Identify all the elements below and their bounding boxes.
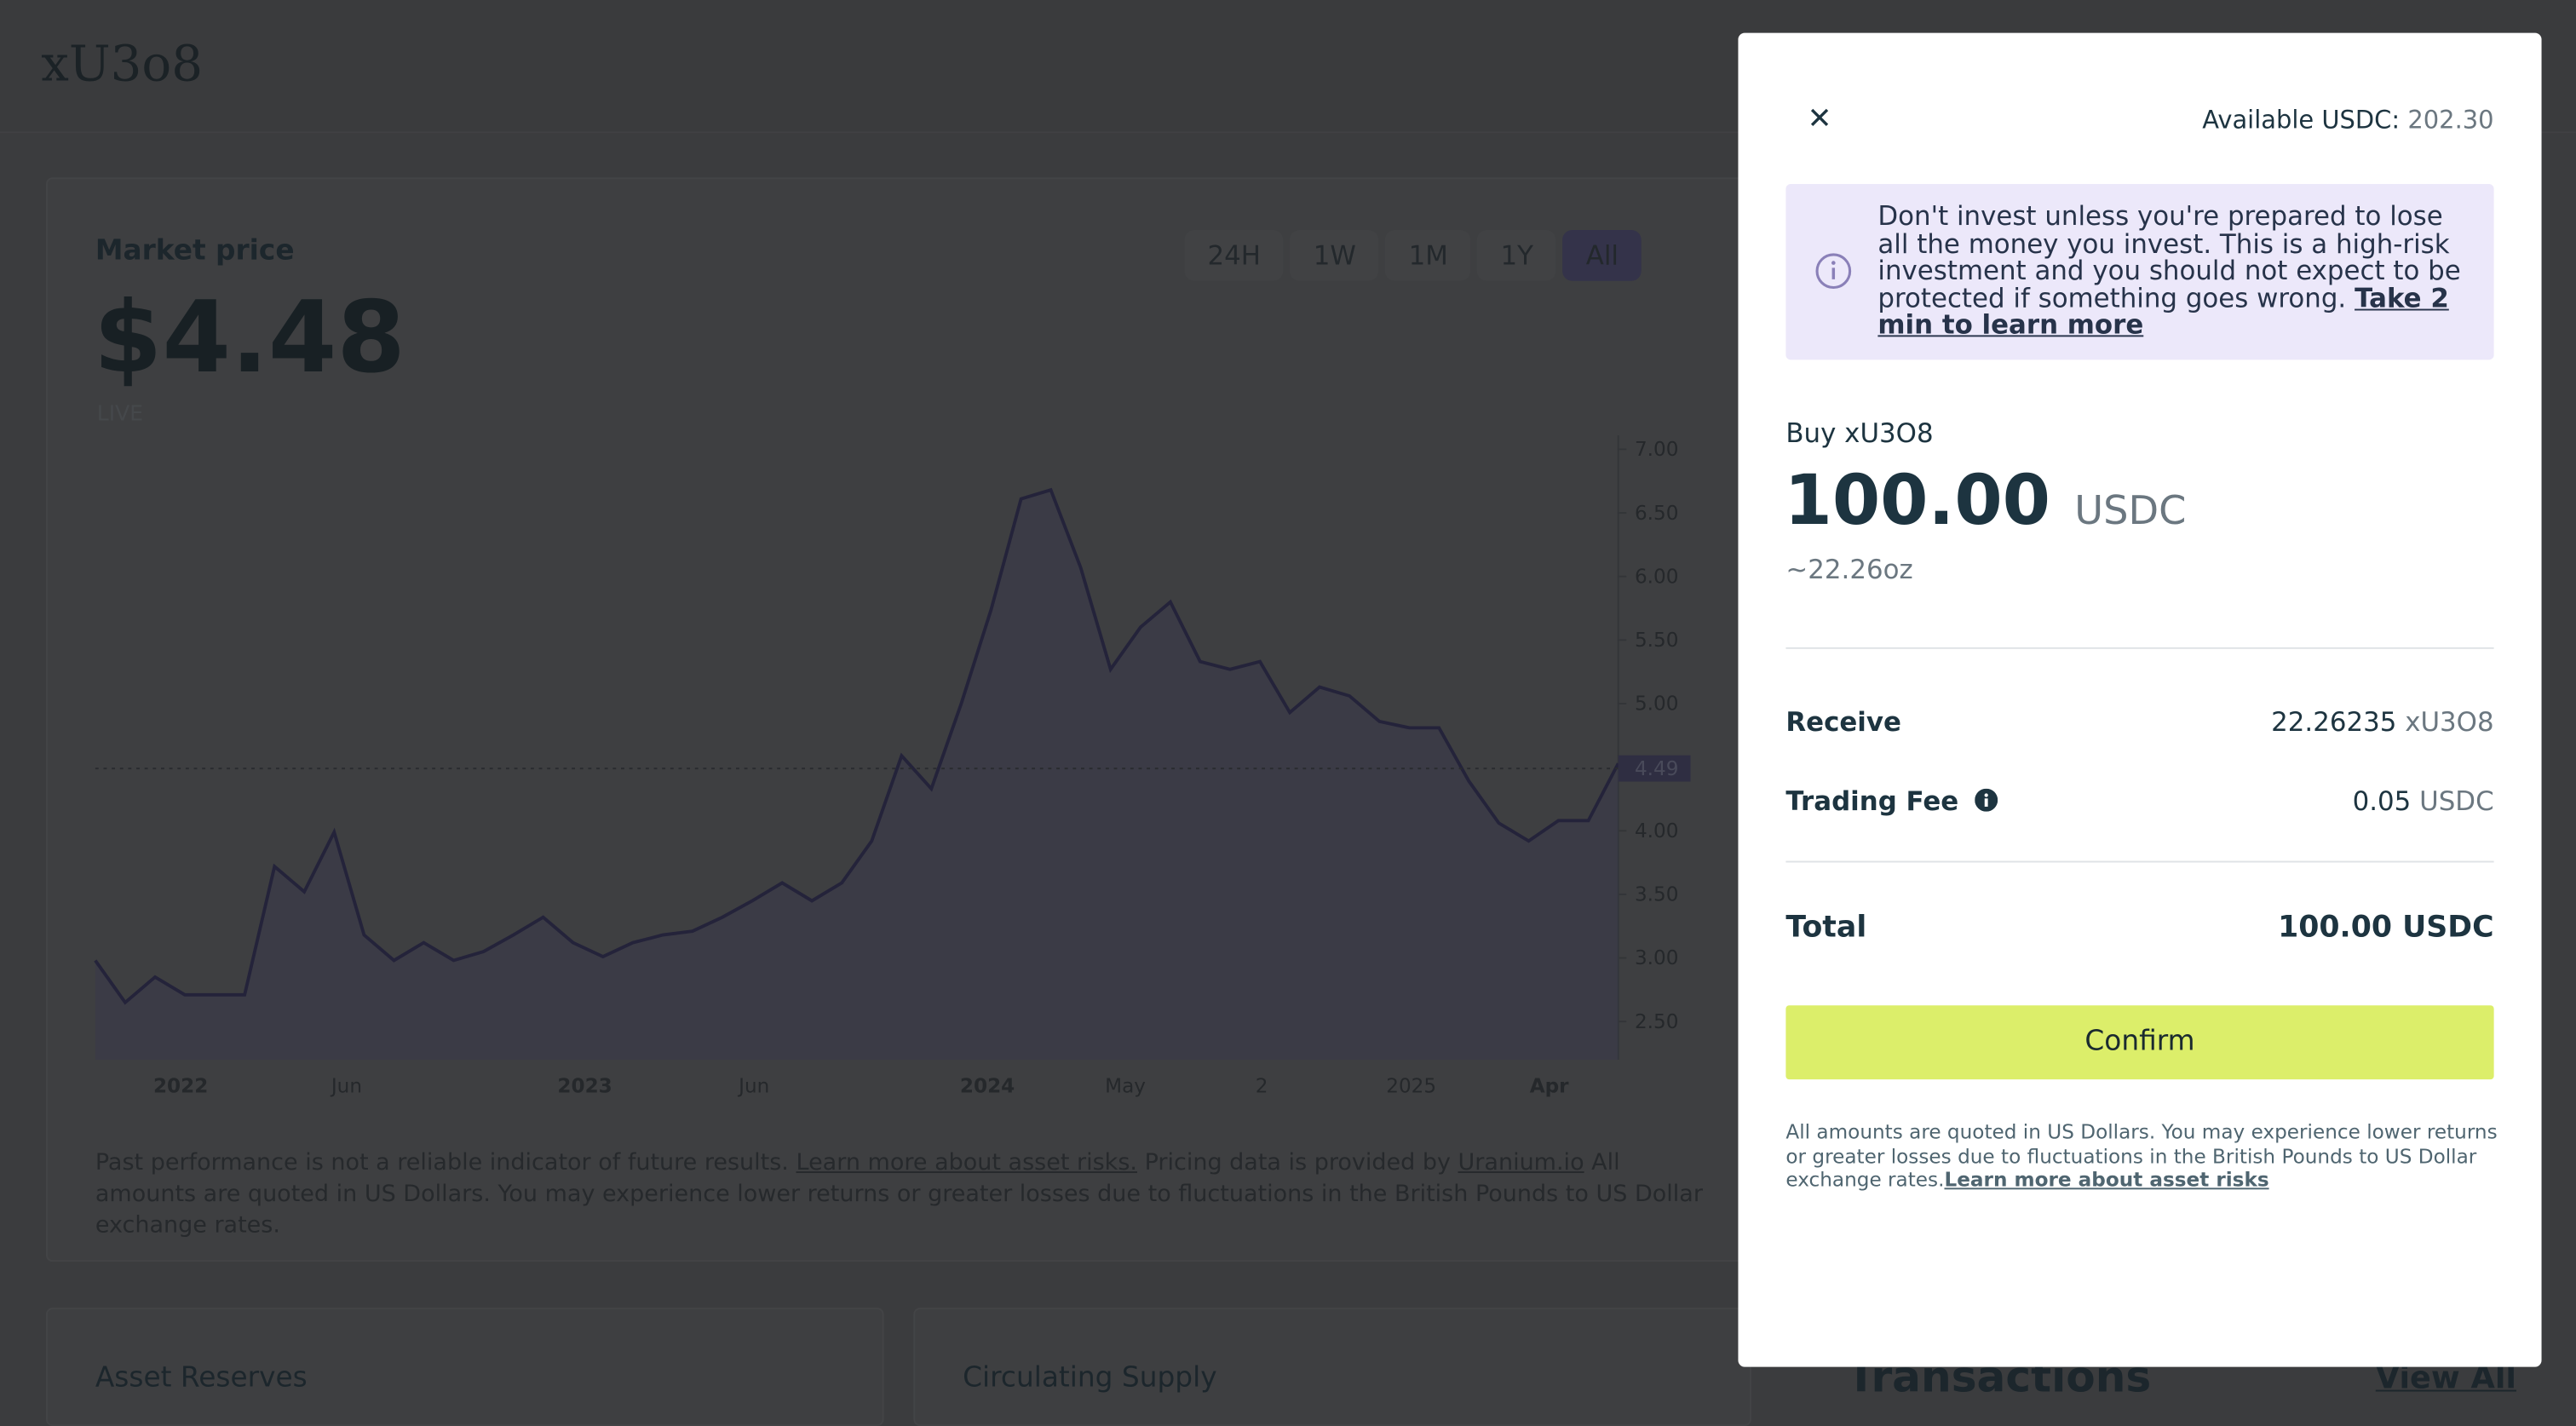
link[interactable]: Uranium.io [1458,1150,1584,1176]
card-title: Circulating Supply [963,1361,1217,1395]
y-tick-label: 4.00 [1635,820,1679,842]
card-title: Asset Reserves [95,1361,308,1395]
x-tick-label: Jun [737,1076,769,1098]
range-tab[interactable]: All [1562,230,1642,281]
range-tab[interactable]: 1M [1385,230,1471,281]
y-tick-label: 7.00 [1635,439,1679,461]
available: Available USDC: 202.30 [2202,105,2493,135]
divider [1785,860,2494,863]
y-tick-label: 5.50 [1635,630,1679,652]
unit: USDC [2074,487,2187,534]
x-tick-label: Jun [330,1076,362,1098]
unit: USDC [2419,785,2494,817]
current-price-label: 4.49 [1635,758,1679,780]
buy-label: Buy xU3O8 [1785,417,1934,449]
reserves-card: Asset Reserves [46,1308,884,1426]
receive-row: Receive 22.26235 xU3O8 [1785,706,2493,738]
area [95,490,1619,1060]
y-tick-label: 3.50 [1635,884,1679,906]
x-tick-label: Apr [1530,1076,1569,1098]
y-tick-label: 2.50 [1635,1011,1679,1033]
label: Available USDC: [2202,105,2401,135]
value: 100.00 [1784,460,2051,541]
text: Don't invest unless you're prepared to l… [1877,200,2461,313]
x-tick-label: 2022 [153,1076,208,1098]
warning-text: Don't invest unless you're prepared to l… [1877,203,2477,341]
label: Total [1785,910,1867,945]
amount: 100.00 USDC [1784,460,2186,541]
x-tick-label: 2025 [1386,1076,1436,1098]
supply-card: Circulating Supply [913,1308,1751,1426]
confirm-button[interactable]: Confirm [1785,1005,2494,1080]
label: Trading Fee [1785,785,1959,817]
value: 22.26235 xU3O8 [2271,706,2493,738]
x-tick-label: 2 [1256,1076,1268,1098]
info-icon [1815,253,1852,290]
range-tab[interactable]: 24H [1184,230,1284,281]
ounces: ~22.26oz [1785,553,1913,585]
link[interactable]: Learn more about asset risks [1944,1168,2269,1192]
x-tick-label: May [1105,1076,1146,1098]
text: Pricing data is provided by [1144,1150,1451,1176]
footer-note: All amounts are quoted in US Dollars. Yo… [1785,1120,2500,1192]
market-card: Market price $4.48 LIVE 24H 1W 1M 1Y All Pas… [46,177,1758,1262]
label: Receive [1785,706,1901,738]
y-tick-label: 6.50 [1635,503,1679,525]
range-tab[interactable]: 1W [1290,230,1379,281]
price-line [94,487,1620,1005]
text: All amounts are quoted in US Dollars. Yo… [1785,1120,2498,1192]
buy-modal: ✕ Available USDC: 202.30 Don't invest un… [1738,32,2542,1367]
divider [1785,647,2494,649]
y-tick-label: 5.00 [1635,693,1679,716]
y-tick-label: 3.00 [1635,947,1679,969]
range-tabs: 24H 1W 1M 1Y All [1184,230,1648,281]
link[interactable]: Learn more about asset risks. [796,1150,1137,1176]
x-tick-label: 2024 [960,1076,1015,1098]
close-button[interactable]: ✕ [1807,101,1832,137]
info-icon[interactable] [1975,788,1998,812]
price: $4.48 [93,280,405,396]
current-price-badge [1618,755,1691,782]
disclaimer: Past performance is not a reliable indic… [95,1148,1722,1242]
y-tick-label: 6.00 [1635,566,1679,588]
number: 0.05 [2352,785,2412,817]
risk-warning: Don't invest unless you're prepared to l… [1785,184,2494,360]
value: 0.05 USDC [2353,785,2494,817]
number: 22.26235 [2271,706,2397,738]
total-row: Total 100.00 USDC [1785,910,2493,945]
unit: xU3O8 [2405,706,2494,738]
text: All amounts are quoted in US Dollars. Yo… [95,1150,1703,1239]
logo[interactable]: xU3o8 [41,36,204,94]
live: LIVE [96,402,144,428]
fee-row: Trading Fee 0.05 USDC [1785,785,2493,817]
link[interactable]: Take 2 min to learn more [1877,281,2449,341]
value: 100.00 USDC [2278,910,2494,945]
value: 202.30 [2407,105,2494,135]
x-tick-label: 2023 [557,1076,612,1098]
range-tab[interactable]: 1Y [1477,230,1557,281]
market-label: Market price [95,234,295,268]
text: Past performance is not a reliable indic… [95,1150,789,1176]
